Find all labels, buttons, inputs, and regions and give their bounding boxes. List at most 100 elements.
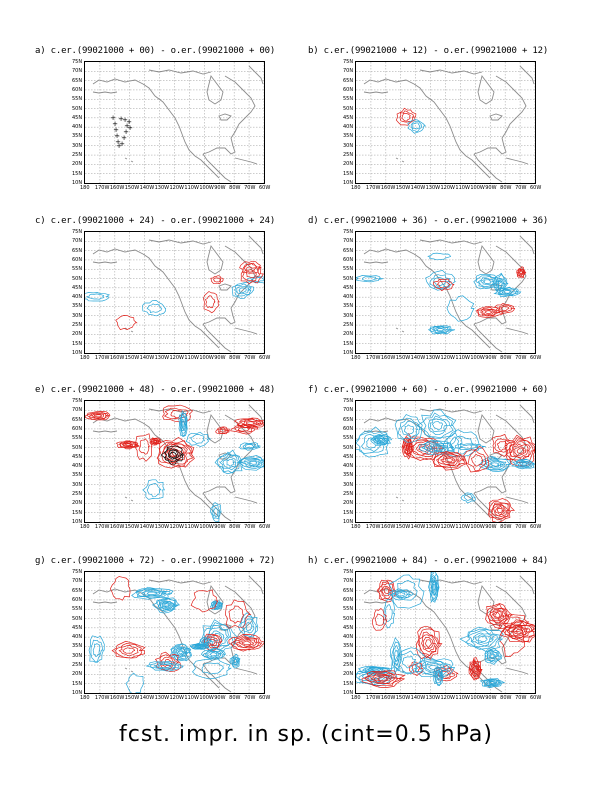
latitude-label: 25N [72, 322, 83, 329]
positive-contour [219, 428, 227, 433]
latitude-label: 45N [343, 624, 354, 631]
coastline [505, 496, 529, 504]
observation-track: ++++++++++++ ++ [110, 114, 133, 150]
positive-contour [496, 508, 504, 513]
negative-contour [503, 290, 511, 294]
negative-contour [486, 651, 499, 661]
panel-title: e) c.er.(99021000 + 48) - o.er.(99021000… [35, 385, 276, 395]
latitude-label: 25N [72, 152, 83, 159]
positive-contour [87, 411, 110, 420]
coastline [473, 663, 503, 693]
positive-contour [500, 619, 535, 643]
negative-contour [500, 289, 515, 295]
longitude-label: 140W [410, 695, 426, 701]
negative-contour [394, 414, 423, 443]
negative-contour [164, 603, 170, 607]
coastline [419, 239, 483, 245]
coastline [234, 327, 258, 335]
coastline [489, 113, 503, 121]
negative-contour [88, 635, 105, 663]
positive-contour [488, 607, 508, 624]
latitude-label: 65N [343, 416, 354, 423]
negative-contour [185, 431, 211, 447]
negative-contour [480, 278, 495, 286]
negative-contour [432, 583, 436, 591]
negative-contour [429, 418, 448, 432]
map-canvas [356, 232, 535, 353]
negative-contour [486, 680, 498, 686]
latitude-label: 65N [72, 416, 83, 423]
positive-contour [370, 674, 396, 684]
positive-contour [237, 426, 251, 432]
latitude-label: 40N [72, 634, 83, 641]
negative-contour [231, 657, 239, 666]
coastline [202, 663, 232, 693]
negative-contour [247, 275, 264, 284]
negative-contour [239, 442, 261, 451]
map-frame [84, 571, 265, 694]
latitude-label: 55N [343, 606, 354, 613]
positive-contour [494, 303, 516, 314]
negative-contour [157, 664, 172, 669]
latitude-label: 20N [343, 161, 354, 168]
latitude-label: 65N [72, 77, 83, 84]
negative-contour [146, 483, 162, 498]
longitude-label: 170W [94, 355, 110, 361]
longitude-label: 170W [365, 695, 381, 701]
negative-contour [488, 652, 498, 660]
negative-contour [416, 409, 457, 439]
negative-contour [356, 667, 398, 687]
negative-contour [161, 601, 173, 609]
positive-contour [481, 309, 495, 316]
longitude-label: 100W [470, 695, 485, 701]
negative-contour [180, 415, 187, 432]
latitude-label: 50N [72, 444, 83, 451]
negative-contour [158, 601, 175, 610]
positive-contour [509, 441, 531, 461]
coastline [124, 496, 134, 502]
coastline [363, 430, 389, 433]
track-marker: + [123, 128, 129, 136]
track-marker: + [121, 134, 127, 142]
positive-contour [433, 278, 455, 292]
longitude-label: 130W [425, 695, 441, 701]
positive-contour [210, 275, 224, 285]
longitude-label: 180 [80, 695, 90, 701]
panel-title: b) c.er.(99021000 + 12) - o.er.(99021000… [308, 46, 549, 56]
negative-contour [199, 636, 212, 646]
negative-contour [238, 612, 259, 640]
negative-contour [249, 461, 258, 465]
coastline [495, 245, 527, 309]
negative-contour [209, 652, 218, 657]
negative-contour [483, 678, 501, 687]
longitude-label: 140W [410, 185, 426, 191]
positive-contour [463, 445, 490, 473]
positive-contour [224, 599, 252, 629]
negative-contour [174, 647, 187, 658]
coastline [148, 69, 212, 75]
positive-contour [85, 411, 111, 421]
longitude-label: 90W [214, 695, 226, 701]
longitude-label: 100W [199, 524, 214, 530]
negative-contour [150, 661, 180, 670]
positive-contour [115, 315, 138, 331]
coastline [202, 492, 232, 522]
positive-contour [424, 639, 432, 648]
latitude-label: 25N [72, 662, 83, 669]
negative-contour [433, 666, 445, 686]
negative-contour [435, 670, 442, 681]
longitude-label: 100W [199, 695, 214, 701]
positive-contour [151, 438, 160, 445]
negative-contour [401, 420, 419, 438]
negative-contour [176, 648, 186, 657]
longitude-label: 90W [485, 695, 497, 701]
negative-contour [412, 122, 421, 130]
negative-contour [196, 645, 203, 648]
negative-contour [483, 678, 503, 688]
latitude-label: 15N [343, 680, 354, 687]
coastline [248, 575, 264, 595]
longitude-label: 120W [169, 524, 185, 530]
longitude-label: 80W [500, 524, 512, 530]
negative-contour [401, 656, 417, 669]
negative-contour [474, 634, 492, 644]
